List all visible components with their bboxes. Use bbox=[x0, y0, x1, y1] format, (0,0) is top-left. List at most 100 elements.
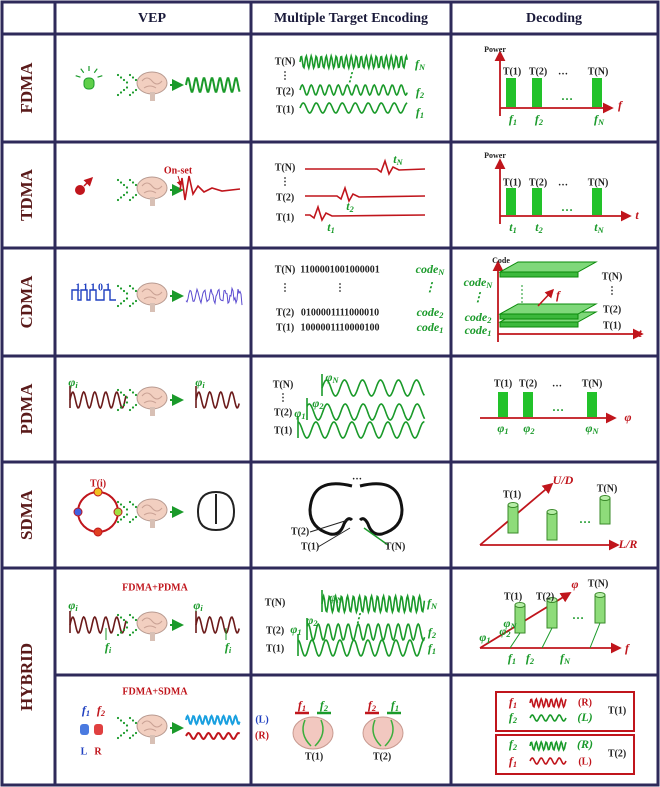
label: φ1 bbox=[290, 622, 301, 637]
dot bbox=[125, 191, 129, 194]
label-main: f bbox=[391, 698, 396, 712]
dot bbox=[134, 403, 138, 407]
cylinder-top bbox=[546, 597, 558, 603]
label: f1 bbox=[509, 112, 517, 127]
label: T(2) bbox=[603, 304, 621, 315]
wave bbox=[299, 102, 408, 114]
brain-icon bbox=[136, 714, 168, 738]
label-main: f bbox=[509, 754, 514, 768]
dot bbox=[131, 196, 135, 199]
label: FDMA+SDMA bbox=[122, 686, 188, 697]
label: code2 bbox=[417, 305, 444, 320]
wave bbox=[321, 593, 426, 615]
label: ⋮ bbox=[280, 70, 290, 81]
label: T(1) bbox=[503, 177, 521, 188]
column-header: Multiple Target Encoding bbox=[274, 11, 428, 26]
arrow bbox=[176, 175, 183, 187]
label: ⋮ bbox=[344, 70, 356, 84]
label-sub: 1 bbox=[395, 704, 399, 713]
dot bbox=[125, 396, 129, 399]
label: f2 bbox=[428, 625, 436, 640]
label: T(2) bbox=[276, 192, 294, 203]
label: T(2) bbox=[536, 591, 554, 602]
label: φN bbox=[329, 590, 343, 605]
label: φ1 bbox=[479, 630, 490, 645]
label-sub: N bbox=[331, 376, 339, 385]
label-sub: i bbox=[202, 381, 205, 390]
label: T(i) bbox=[90, 478, 106, 489]
label: φN bbox=[503, 616, 517, 631]
label: fi bbox=[105, 640, 112, 655]
label-sub: 2 bbox=[419, 91, 424, 100]
label: T(2) bbox=[266, 625, 284, 636]
label-main: code bbox=[464, 275, 487, 289]
dot bbox=[122, 403, 126, 407]
label-sub: 1 bbox=[301, 412, 305, 421]
brain-icon bbox=[136, 386, 168, 410]
flicker-star bbox=[93, 527, 103, 537]
label: Power bbox=[484, 45, 506, 54]
label: ⋮ bbox=[335, 282, 345, 293]
label: … bbox=[352, 471, 362, 482]
label: T(2) bbox=[274, 407, 292, 418]
label-main: φ bbox=[499, 624, 506, 638]
dot bbox=[122, 289, 126, 293]
bar-glyph bbox=[506, 188, 516, 215]
label-sub: 2 bbox=[431, 631, 436, 640]
code-slab-edge bbox=[499, 321, 579, 328]
dot bbox=[122, 515, 126, 519]
flicker-star bbox=[73, 507, 83, 517]
label-main: code bbox=[465, 310, 488, 324]
dot bbox=[116, 284, 120, 288]
label: t bbox=[635, 208, 639, 222]
label: T(2) bbox=[373, 751, 391, 762]
label: … bbox=[561, 200, 573, 214]
dot bbox=[128, 716, 132, 720]
label: φN bbox=[325, 370, 339, 385]
label: f bbox=[556, 288, 561, 302]
dot bbox=[119, 196, 123, 199]
code-slab-edge bbox=[499, 313, 579, 320]
flicker-star bbox=[113, 507, 123, 517]
label: φ1 bbox=[497, 421, 508, 436]
cylinder-top bbox=[507, 502, 519, 508]
label-main: f bbox=[526, 651, 531, 665]
label: T(1) bbox=[276, 212, 294, 223]
wave bbox=[69, 615, 127, 635]
label-main: φ bbox=[193, 598, 200, 612]
wave bbox=[185, 77, 241, 93]
label-main: f bbox=[594, 112, 599, 126]
label-main: code bbox=[465, 323, 488, 337]
label: fN bbox=[415, 57, 426, 72]
label-main: φ bbox=[329, 590, 336, 604]
label: … bbox=[552, 400, 564, 414]
label: φ2 bbox=[499, 624, 510, 639]
dot bbox=[128, 520, 132, 524]
dot bbox=[131, 719, 135, 722]
dot bbox=[116, 633, 120, 637]
label-sub: 2 bbox=[318, 402, 323, 411]
label-sub: N bbox=[591, 427, 599, 436]
label-sub: 1 bbox=[331, 226, 335, 235]
row-label: HYBRID bbox=[17, 643, 36, 711]
decode-box bbox=[495, 734, 635, 775]
bar-glyph bbox=[532, 188, 542, 215]
led-ray bbox=[93, 68, 98, 74]
column-header: Decoding bbox=[526, 11, 582, 26]
label-main: φ bbox=[290, 622, 297, 636]
label: φ bbox=[624, 410, 631, 424]
wave bbox=[195, 390, 240, 410]
brain-fold bbox=[141, 504, 163, 516]
label: T(N) bbox=[588, 578, 609, 589]
brain-fold bbox=[141, 617, 163, 629]
curve bbox=[305, 185, 426, 204]
label-sub: 2 bbox=[312, 619, 317, 628]
label-main: φ bbox=[497, 421, 504, 435]
label: f2 bbox=[509, 737, 517, 752]
label-sub: i bbox=[75, 604, 78, 613]
dot bbox=[131, 181, 135, 184]
brain-stem bbox=[150, 197, 155, 206]
